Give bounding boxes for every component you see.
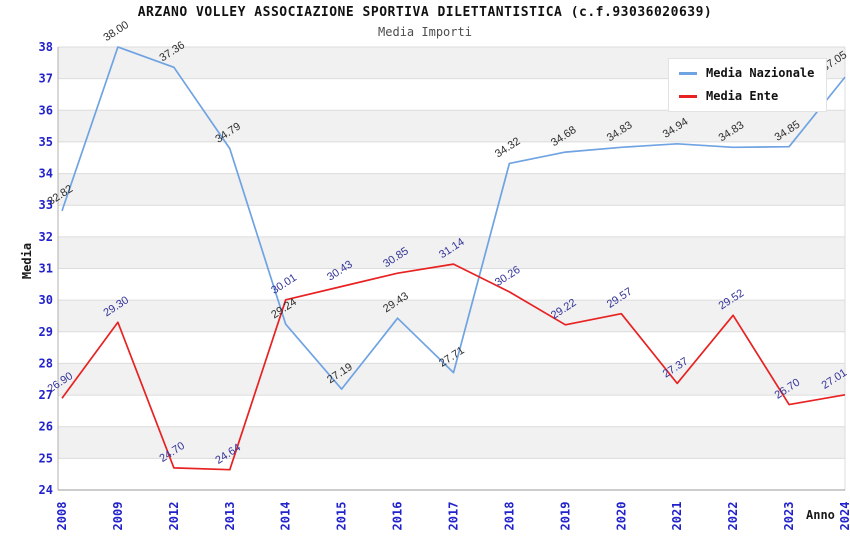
legend-item-media-ente: Media Ente [679,89,814,103]
plot-bands [58,47,845,459]
svg-text:2015: 2015 [335,502,349,531]
svg-text:2014: 2014 [279,502,293,531]
x-axis-ticks: 2008 2009 2012 2013 2014 2015 2016 2017 2018 2019… [55,502,850,531]
y-axis-ticks: 24 25 26 27 28 29 30 31 32 33 34 35 36 37 38 [39,40,53,497]
legend-line-swatch-blue [679,71,697,75]
chart-subtitle: Media Importi [378,25,472,39]
svg-text:2021: 2021 [670,502,684,531]
svg-text:31: 31 [39,262,53,276]
legend-item-media-nazionale: Media Nazionale [679,66,814,80]
svg-text:26: 26 [39,420,53,434]
svg-text:25: 25 [39,451,53,465]
svg-text:2020: 2020 [614,502,628,531]
svg-text:35: 35 [39,135,53,149]
svg-text:30.01: 30.01 [269,272,299,297]
svg-text:32: 32 [39,230,53,244]
legend-line-swatch-red [679,94,697,98]
legend-label-media-ente: Media Ente [706,89,779,103]
svg-text:28: 28 [39,356,53,370]
svg-text:36: 36 [39,103,53,117]
svg-text:2013: 2013 [223,502,237,531]
svg-text:2012: 2012 [167,502,181,531]
svg-text:24: 24 [39,483,53,497]
legend-label-media-nazionale: Media Nazionale [706,66,815,80]
svg-text:2023: 2023 [782,502,796,531]
svg-text:2024: 2024 [838,502,850,531]
svg-text:2017: 2017 [447,502,461,531]
svg-text:2022: 2022 [726,502,740,531]
svg-text:30: 30 [39,293,53,307]
svg-text:37: 37 [39,72,53,86]
svg-text:33: 33 [39,198,53,212]
series-line-media-ente [61,263,846,471]
svg-text:2019: 2019 [558,502,572,531]
svg-text:34: 34 [39,167,53,181]
axis-lines [57,47,845,491]
chart-title: ARZANO VOLLEY ASSOCIAZIONE SPORTIVA DILE… [137,5,713,20]
svg-text:2008: 2008 [55,502,69,531]
svg-text:2009: 2009 [111,502,125,531]
svg-text:38: 38 [39,40,53,54]
series-line-media-nazionale [61,46,846,390]
svg-text:29: 29 [39,325,53,339]
svg-text:27: 27 [39,388,53,402]
svg-text:2016: 2016 [391,502,405,531]
chart-legend: Media Nazionale Media Ente [668,58,828,112]
svg-text:2018: 2018 [502,502,516,531]
x-axis-title: Anno [806,508,835,522]
y-axis-title: Media [20,243,34,279]
